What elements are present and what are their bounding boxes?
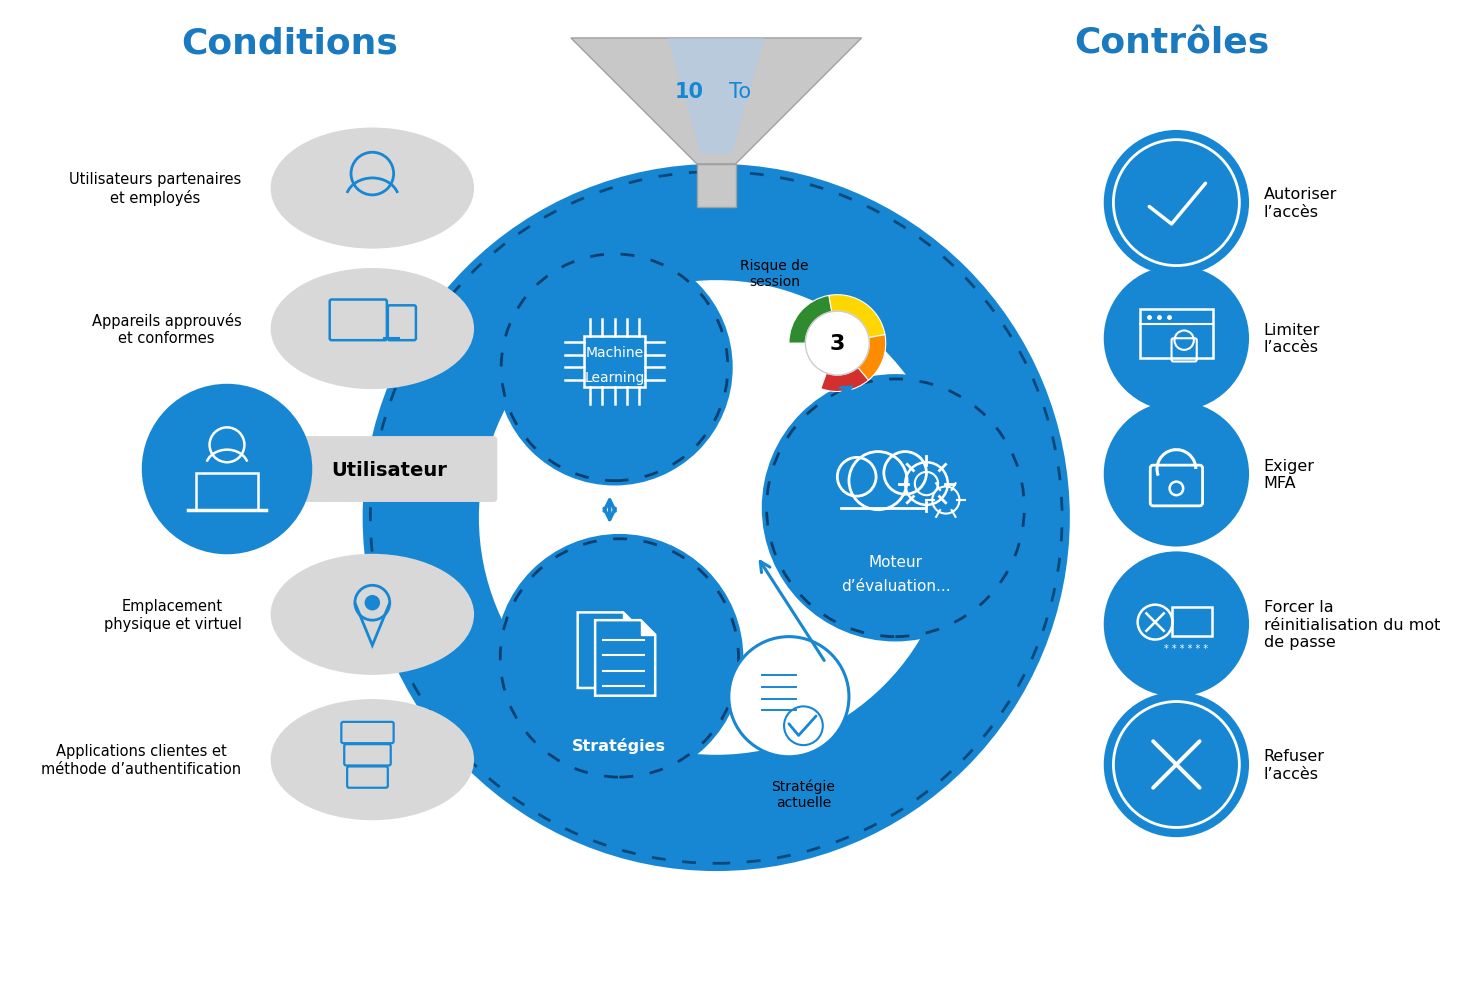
Circle shape	[479, 281, 953, 755]
Text: d’évaluation...: d’évaluation...	[841, 578, 950, 593]
Polygon shape	[571, 39, 862, 164]
Text: Stratégies: Stratégies	[572, 737, 667, 753]
Text: 3: 3	[829, 334, 845, 354]
Ellipse shape	[270, 699, 474, 820]
Circle shape	[495, 535, 743, 782]
Circle shape	[729, 637, 848, 757]
Text: Conditions: Conditions	[182, 26, 399, 60]
Text: Moteur: Moteur	[869, 554, 922, 569]
Circle shape	[1104, 267, 1249, 411]
Text: Exiger
MFA: Exiger MFA	[1264, 458, 1314, 490]
Circle shape	[362, 164, 1070, 872]
Text: Utilisateurs partenaires
et employés: Utilisateurs partenaires et employés	[69, 173, 241, 206]
Text: Applications clientes et
méthode d’authentification: Applications clientes et méthode d’authe…	[41, 743, 241, 776]
Circle shape	[1104, 692, 1249, 838]
Circle shape	[1104, 130, 1249, 276]
Text: Refuser
l’accès: Refuser l’accès	[1264, 748, 1324, 781]
Circle shape	[497, 250, 733, 486]
Ellipse shape	[270, 555, 474, 675]
Text: Stratégie
actuelle: Stratégie actuelle	[772, 778, 835, 809]
Polygon shape	[640, 621, 655, 635]
Text: Risque de
session: Risque de session	[740, 259, 808, 289]
Text: Forcer la
réinitialisation du mot
de passe: Forcer la réinitialisation du mot de pas…	[1264, 600, 1440, 649]
Polygon shape	[624, 613, 638, 627]
Polygon shape	[668, 39, 764, 155]
Circle shape	[1104, 402, 1249, 547]
Text: Autoriser
l’accès: Autoriser l’accès	[1264, 188, 1338, 220]
Circle shape	[806, 312, 869, 376]
Wedge shape	[789, 296, 832, 344]
Polygon shape	[696, 164, 736, 209]
Wedge shape	[820, 368, 869, 392]
Text: * * * * * *: * * * * * *	[1165, 644, 1208, 654]
Circle shape	[1104, 552, 1249, 697]
Text: To: To	[729, 82, 751, 102]
Text: Limiter
l’accès: Limiter l’accès	[1264, 323, 1320, 355]
Circle shape	[761, 375, 1029, 642]
Text: Contrôles: Contrôles	[1075, 26, 1270, 60]
Circle shape	[142, 384, 312, 555]
Polygon shape	[596, 621, 655, 696]
Text: 10: 10	[674, 82, 704, 102]
Wedge shape	[857, 335, 885, 381]
Text: Machine: Machine	[585, 345, 643, 359]
Text: Appareils approuvés
et conformes: Appareils approuvés et conformes	[92, 313, 241, 346]
Ellipse shape	[270, 269, 474, 390]
Wedge shape	[829, 295, 885, 338]
FancyBboxPatch shape	[281, 436, 497, 503]
Text: Emplacement
physique et virtuel: Emplacement physique et virtuel	[103, 599, 241, 631]
Circle shape	[365, 596, 380, 611]
Text: Learning: Learning	[584, 371, 644, 384]
Text: Utilisateur: Utilisateur	[331, 460, 446, 479]
Ellipse shape	[270, 128, 474, 250]
